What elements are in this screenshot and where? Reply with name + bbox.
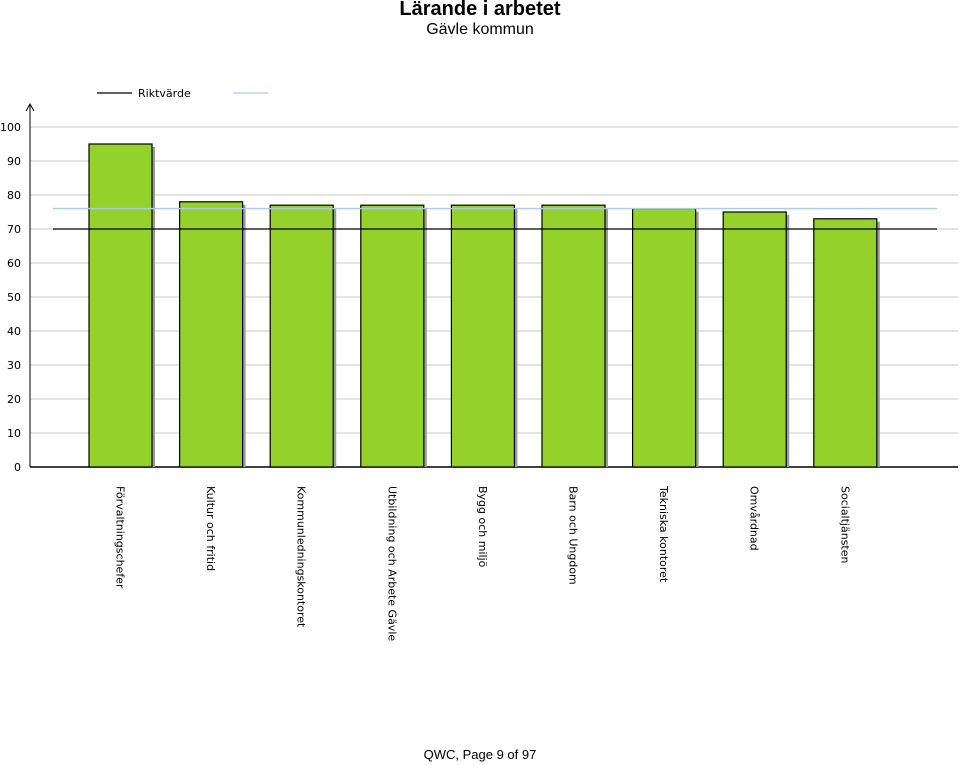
y-axis-arrow [25,102,35,112]
y-tick-labels: 0 10 20 30 40 50 60 70 80 90 100 [0,121,21,474]
bar [269,204,334,468]
x-tick-label: Socialtjänsten [838,486,851,564]
page-footer: QWC, Page 9 of 97 [423,747,537,762]
bar [722,211,787,468]
x-tick-label: Bygg och miljö [476,486,489,568]
x-tick-label: Kommunledningskontoret [295,486,308,628]
y-tick-label: 60 [7,257,21,270]
y-tick-label: 30 [7,359,21,372]
page-title: Lärande i arbetet [399,0,561,20]
y-tick-label: 50 [7,291,21,304]
y-tick-label: 80 [7,189,21,202]
x-tick-label: Barn och Ungdom [567,486,580,585]
bar [88,143,153,468]
bars [88,143,880,468]
y-tick-label: 40 [7,325,21,338]
x-tick-label: Omvårdnad [748,486,761,551]
bar [360,204,425,468]
y-tick-label: 100 [0,121,21,134]
reference-lines [53,207,937,230]
y-tick-label: 0 [14,461,21,474]
legend-label: Riktvärde [138,87,191,100]
bar [450,204,515,468]
page-subtitle: Gävle kommun [426,21,534,38]
bar [179,201,244,468]
bar [631,208,697,468]
y-tick-label: 70 [7,223,21,236]
y-tick-label: 20 [7,393,21,406]
y-tick-label: 10 [7,427,21,440]
bar [541,204,606,468]
x-tick-label: Tekniska kontoret [657,485,670,583]
x-tick-labels: Förvaltningschefer Kultur och fritid Kommu… [114,485,852,641]
x-tick-label: Kultur och fritid [204,486,217,571]
x-tick-label: Utbildning och Arbete Gävle [385,486,398,641]
legend: Riktvärde [97,87,268,100]
bar-chart: Riktvärde 0 10 20 30 40 50 60 70 80 90 100 Förvalt… [0,87,958,641]
x-tick-label: Förvaltningschefer [114,486,127,589]
bar [813,218,878,468]
y-tick-label: 90 [7,155,21,168]
